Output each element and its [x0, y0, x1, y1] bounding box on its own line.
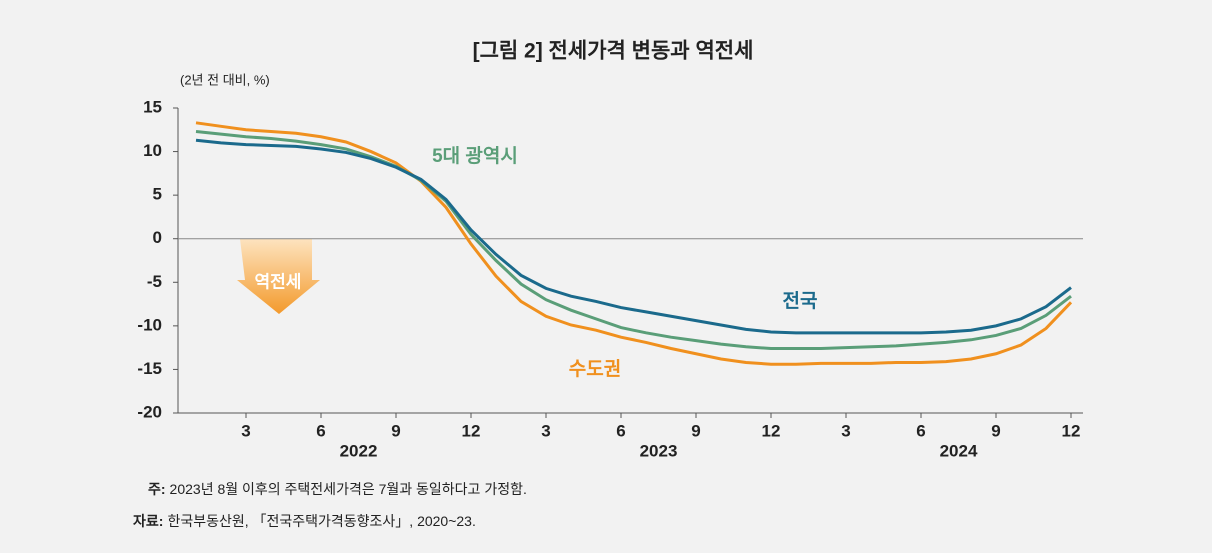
x-tick-label: 12 [1062, 421, 1081, 440]
notes: 주: 2023년 8월 이후의 주택전세가격은 7월과 동일하다고 가정함. 자료:… [133, 481, 527, 529]
series-label: 5대 광역시 [432, 145, 518, 167]
year-label: 2024 [940, 441, 978, 460]
note: 주: 2023년 8월 이후의 주택전세가격은 7월과 동일하다고 가정함. [148, 481, 527, 497]
series-label: 수도권 [569, 358, 621, 380]
y-tick-label: 0 [153, 228, 162, 247]
series-line [195, 138, 1072, 335]
year-label: 2023 [640, 441, 678, 460]
series-label: 전국 [783, 290, 818, 312]
series-line [195, 121, 1073, 366]
series-line [195, 130, 1072, 351]
note-text: 한국부동산원, 「전국주택가격동향조사」, 2020~23. [167, 513, 475, 529]
x-tick-label: 6 [616, 421, 625, 440]
y-tick-label: -5 [147, 272, 162, 291]
x-tick-label: 9 [691, 421, 700, 440]
reverse-arrow [237, 239, 320, 314]
chart-title: [그림 2] 전세가격 변동과 역전세 [473, 40, 754, 63]
note-text: 2023년 8월 이후의 주택전세가격은 7월과 동일하다고 가정함. [170, 481, 527, 497]
annotation: 역전세 [255, 272, 302, 291]
x-tick-label: 9 [391, 421, 400, 440]
x-tick-label: 3 [541, 421, 550, 440]
x-tick-label: 3 [241, 421, 250, 440]
y-axis-label: (2년 전 대비, %) [180, 72, 270, 87]
y-tick-label: -10 [137, 315, 162, 334]
note: 자료: 한국부동산원, 「전국주택가격동향조사」, 2020~23. [133, 513, 476, 529]
y-tick-label: 15 [143, 97, 162, 116]
x-tick-label: 9 [991, 421, 1000, 440]
note-label: 자료: [133, 513, 163, 529]
x-tick-label: 12 [762, 421, 781, 440]
x-tick-label: 6 [316, 421, 325, 440]
year-label: 2022 [340, 441, 378, 460]
y-tick-label: -20 [137, 402, 162, 421]
x-tick-label: 12 [462, 421, 481, 440]
y-tick-label: 5 [153, 185, 162, 204]
x-tick-label: 3 [841, 421, 850, 440]
y-tick-label: -15 [137, 359, 162, 378]
note-label: 주: [148, 481, 166, 497]
x-tick-label: 6 [916, 421, 925, 440]
y-tick-label: 10 [143, 141, 162, 160]
